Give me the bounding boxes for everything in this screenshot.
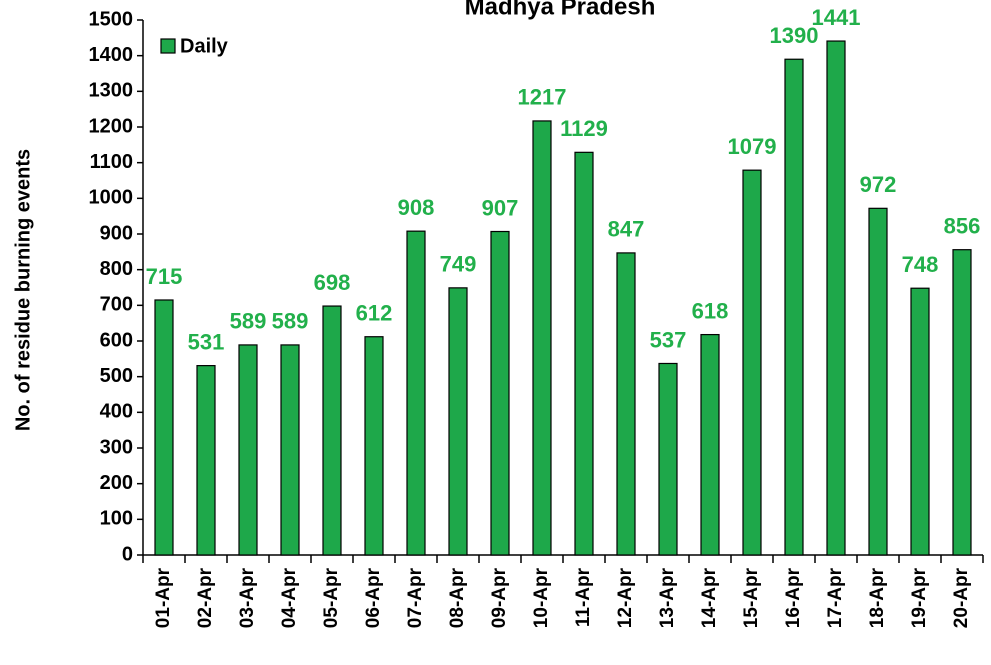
x-tick-label: 10-Apr xyxy=(531,567,552,628)
bar xyxy=(196,365,216,556)
x-tick-label: 19-Apr xyxy=(909,567,930,628)
x-tick-label: 16-Apr xyxy=(783,567,804,628)
y-tick-label: 300 xyxy=(100,436,133,458)
y-tick-label: 1000 xyxy=(89,187,134,209)
data-label: 612 xyxy=(356,301,393,326)
bar xyxy=(910,287,930,556)
bar xyxy=(700,333,720,556)
bar xyxy=(280,344,300,556)
data-label: 1441 xyxy=(812,5,861,30)
data-label: 537 xyxy=(650,327,687,352)
bar xyxy=(490,230,510,556)
x-tick-label: 14-Apr xyxy=(699,567,720,628)
y-tick-label: 1200 xyxy=(89,115,134,137)
bar xyxy=(154,299,174,556)
x-tick-label: 11-Apr xyxy=(573,567,594,627)
x-tick-label: 13-Apr xyxy=(657,567,678,628)
chart-title: Madhya Pradesh xyxy=(465,0,656,20)
data-label: 856 xyxy=(944,214,981,239)
bar xyxy=(238,344,258,556)
x-tick-label: 17-Apr xyxy=(825,567,846,628)
data-label: 531 xyxy=(188,329,225,354)
legend-label: Daily xyxy=(180,35,229,57)
bar xyxy=(322,305,342,556)
y-tick-label: 900 xyxy=(100,222,133,244)
y-axis-label: No. of residue burning events xyxy=(12,149,34,431)
y-tick-label: 1300 xyxy=(89,80,134,102)
data-label: 1390 xyxy=(770,23,819,48)
y-tick-label: 400 xyxy=(100,401,133,423)
y-tick-label: 1400 xyxy=(89,44,134,66)
x-tick-label: 09-Apr xyxy=(489,567,510,628)
bar xyxy=(784,58,804,556)
data-label: 749 xyxy=(440,252,477,277)
bar xyxy=(658,362,678,556)
x-tick-label: 05-Apr xyxy=(321,567,342,628)
x-tick-label: 08-Apr xyxy=(447,567,468,628)
data-label: 589 xyxy=(230,309,267,334)
y-tick-label: 100 xyxy=(100,508,133,530)
x-tick-label: 04-Apr xyxy=(279,567,300,628)
bar xyxy=(742,169,762,556)
y-tick-label: 700 xyxy=(100,294,133,316)
data-label: 715 xyxy=(146,264,183,289)
y-tick-label: 500 xyxy=(100,365,133,387)
y-tick-label: 200 xyxy=(100,472,133,494)
data-label: 908 xyxy=(398,195,435,220)
x-tick-label: 07-Apr xyxy=(405,567,426,628)
data-label: 847 xyxy=(608,217,645,242)
y-tick-label: 0 xyxy=(122,543,133,565)
x-tick-label: 15-Apr xyxy=(741,567,762,628)
y-tick-label: 1100 xyxy=(90,151,133,173)
data-label: 907 xyxy=(482,195,519,220)
bar xyxy=(406,230,426,556)
data-label: 1217 xyxy=(518,85,567,110)
data-label: 618 xyxy=(692,298,729,323)
y-tick-label: 600 xyxy=(100,329,133,351)
x-tick-label: 20-Apr xyxy=(951,567,972,628)
bar xyxy=(448,287,468,556)
bar xyxy=(532,120,552,556)
data-label: 1079 xyxy=(728,134,777,159)
data-label: 589 xyxy=(272,309,309,334)
bar xyxy=(868,207,888,556)
data-label: 698 xyxy=(314,270,351,295)
x-tick-label: 12-Apr xyxy=(615,567,636,628)
x-tick-label: 01-Apr xyxy=(153,567,174,628)
x-tick-label: 06-Apr xyxy=(363,567,384,628)
y-tick-label: 1500 xyxy=(89,8,134,30)
bar xyxy=(616,252,636,556)
bar xyxy=(364,336,384,556)
legend-swatch xyxy=(160,38,176,54)
y-tick-label: 800 xyxy=(100,258,133,280)
bar xyxy=(826,40,846,556)
data-label: 972 xyxy=(860,172,897,197)
bar xyxy=(952,249,972,556)
bar xyxy=(574,151,594,556)
x-tick-label: 03-Apr xyxy=(237,567,258,628)
data-label: 1129 xyxy=(560,116,608,141)
x-tick-label: 18-Apr xyxy=(867,567,888,628)
x-tick-label: 02-Apr xyxy=(195,567,216,628)
data-label: 748 xyxy=(902,252,939,277)
